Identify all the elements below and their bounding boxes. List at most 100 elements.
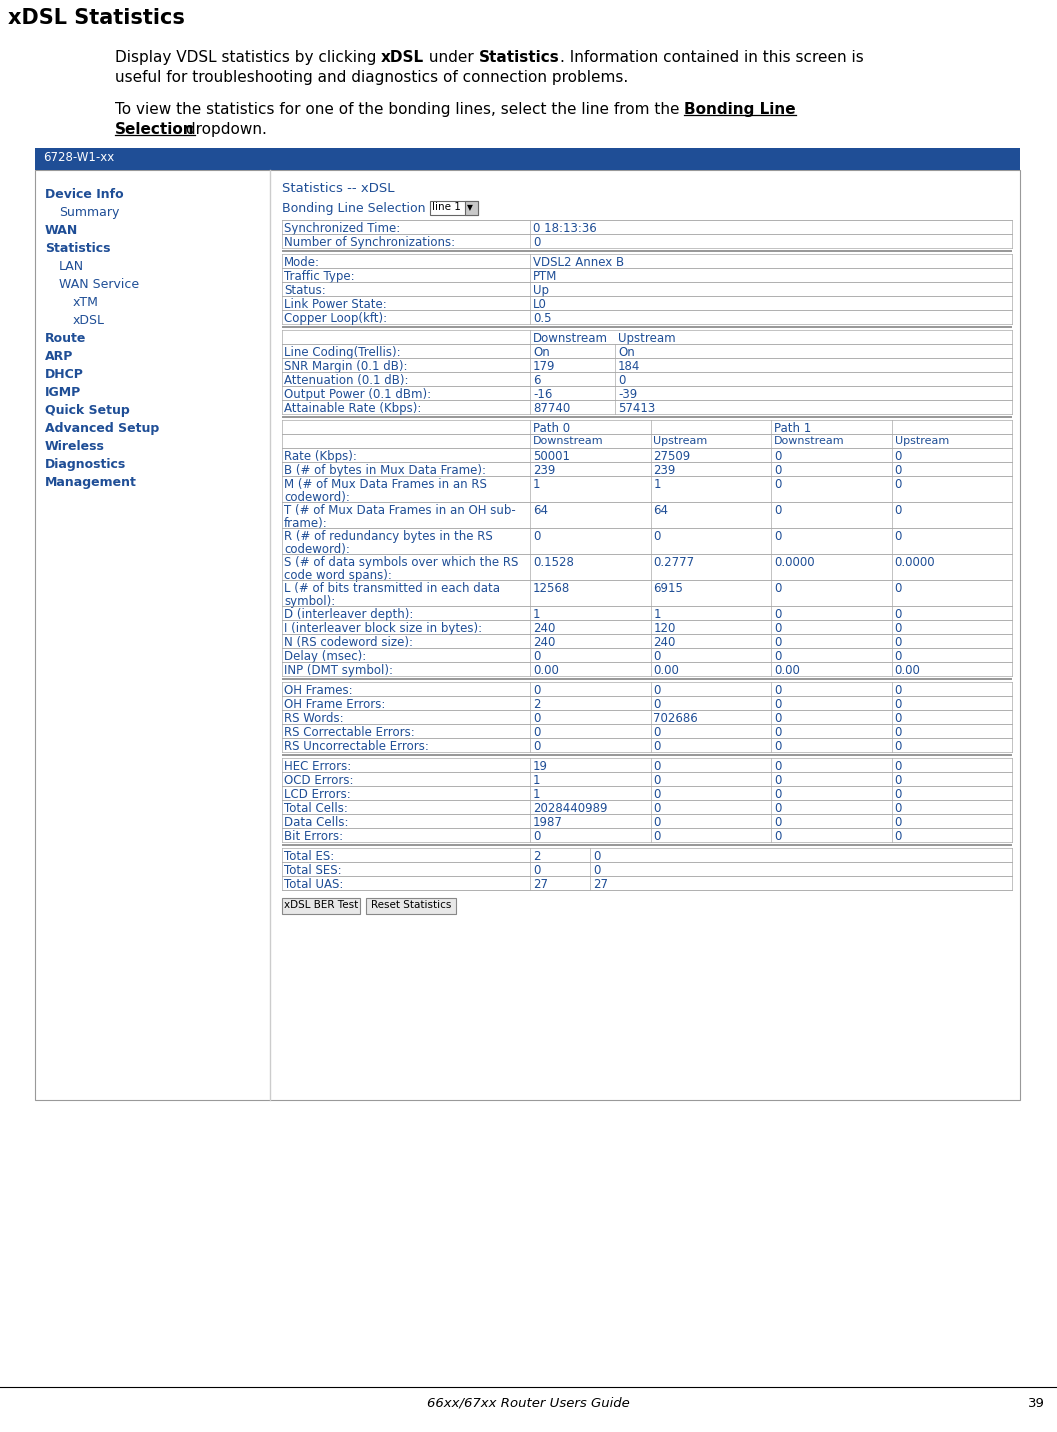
Bar bbox=[282, 677, 1012, 680]
Text: On: On bbox=[618, 347, 635, 359]
Text: 19: 19 bbox=[533, 760, 548, 773]
Text: xDSL Statistics: xDSL Statistics bbox=[8, 9, 185, 29]
Text: 0: 0 bbox=[774, 831, 781, 843]
Text: OH Frame Errors:: OH Frame Errors: bbox=[284, 697, 386, 712]
Text: 184: 184 bbox=[618, 359, 641, 372]
Text: 0.0000: 0.0000 bbox=[774, 556, 815, 569]
Text: 0: 0 bbox=[894, 621, 902, 634]
Text: 0: 0 bbox=[774, 621, 781, 634]
Text: 27: 27 bbox=[533, 878, 548, 891]
Text: 0: 0 bbox=[774, 450, 781, 463]
Text: OH Frames:: OH Frames: bbox=[284, 684, 353, 697]
Text: 1: 1 bbox=[533, 775, 540, 788]
Text: 64: 64 bbox=[653, 504, 668, 517]
Text: 0: 0 bbox=[653, 775, 661, 788]
Text: 0: 0 bbox=[894, 684, 902, 697]
Text: 0: 0 bbox=[894, 788, 902, 800]
Text: Synchronized Time:: Synchronized Time: bbox=[284, 222, 401, 235]
Text: 50001: 50001 bbox=[533, 450, 570, 463]
Text: Path 1: Path 1 bbox=[774, 422, 812, 435]
Text: VDSL2 Annex B: VDSL2 Annex B bbox=[533, 256, 624, 269]
Text: 0.00: 0.00 bbox=[653, 664, 680, 677]
Text: INP (DMT symbol):: INP (DMT symbol): bbox=[284, 664, 393, 677]
Text: 0: 0 bbox=[774, 775, 781, 788]
Text: 0: 0 bbox=[533, 863, 540, 876]
Text: 239: 239 bbox=[533, 464, 555, 477]
Text: RS Words:: RS Words: bbox=[284, 712, 344, 725]
Text: Selection: Selection bbox=[115, 200, 194, 215]
Text: Data Cells:: Data Cells: bbox=[284, 816, 349, 829]
Text: 0.00: 0.00 bbox=[894, 664, 921, 677]
Text: Total ES:: Total ES: bbox=[284, 851, 334, 863]
Text: 0: 0 bbox=[533, 726, 540, 739]
Text: 1987: 1987 bbox=[533, 816, 563, 829]
Text: 0: 0 bbox=[894, 802, 902, 815]
Text: Path 0: Path 0 bbox=[533, 422, 570, 435]
Text: 39: 39 bbox=[1028, 1398, 1045, 1411]
Text: Quick Setup: Quick Setup bbox=[45, 404, 130, 417]
Text: 0: 0 bbox=[894, 831, 902, 843]
Bar bbox=[282, 898, 360, 914]
Text: Up: Up bbox=[533, 284, 549, 296]
Text: 0: 0 bbox=[894, 636, 902, 649]
Text: 0: 0 bbox=[894, 609, 902, 621]
Text: L0: L0 bbox=[533, 298, 546, 311]
Text: 0: 0 bbox=[774, 478, 781, 491]
Bar bbox=[282, 251, 1012, 252]
Text: To view the statistics for one of the bonding lines, select the line from the: To view the statistics for one of the bo… bbox=[115, 102, 684, 117]
Text: 0: 0 bbox=[774, 816, 781, 829]
Text: RS Uncorrectable Errors:: RS Uncorrectable Errors: bbox=[284, 740, 429, 753]
Text: 66xx/67xx Router Users Guide: 66xx/67xx Router Users Guide bbox=[427, 1398, 629, 1411]
Text: Selection: Selection bbox=[115, 122, 194, 137]
Text: 0: 0 bbox=[653, 802, 661, 815]
Text: 0: 0 bbox=[894, 697, 902, 712]
Text: 0: 0 bbox=[894, 504, 902, 517]
Text: 0: 0 bbox=[774, 636, 781, 649]
Text: codeword):: codeword): bbox=[284, 491, 350, 504]
Text: Statistics: Statistics bbox=[479, 50, 560, 64]
Text: 0: 0 bbox=[774, 650, 781, 663]
Text: Link Power State:: Link Power State: bbox=[284, 298, 387, 311]
Bar bbox=[35, 147, 1020, 170]
Text: 0: 0 bbox=[653, 816, 661, 829]
Text: 0: 0 bbox=[894, 740, 902, 753]
Text: Total SES:: Total SES: bbox=[284, 863, 341, 876]
Text: Attenuation (0.1 dB):: Attenuation (0.1 dB): bbox=[284, 374, 408, 387]
Text: 702686: 702686 bbox=[653, 712, 699, 725]
Text: 0: 0 bbox=[533, 740, 540, 753]
Text: 0: 0 bbox=[653, 684, 661, 697]
Text: 87740: 87740 bbox=[533, 402, 570, 415]
Text: 0: 0 bbox=[533, 712, 540, 725]
Text: 0: 0 bbox=[774, 712, 781, 725]
Text: symbol):: symbol): bbox=[284, 596, 335, 609]
Text: Display VDSL statistics by clicking: Display VDSL statistics by clicking bbox=[115, 50, 382, 64]
Text: PTM: PTM bbox=[533, 271, 557, 284]
Text: Downstream: Downstream bbox=[533, 332, 608, 345]
Text: Bonding Line: Bonding Line bbox=[684, 102, 796, 117]
Text: 0: 0 bbox=[593, 863, 600, 876]
Text: Advanced Setup: Advanced Setup bbox=[45, 422, 160, 435]
Text: 0: 0 bbox=[774, 802, 781, 815]
Text: 0.5: 0.5 bbox=[533, 312, 552, 325]
Text: 0.00: 0.00 bbox=[533, 664, 559, 677]
Text: 6915: 6915 bbox=[653, 581, 684, 596]
Text: 2028440989: 2028440989 bbox=[533, 802, 608, 815]
Text: 0: 0 bbox=[774, 530, 781, 543]
Text: 1: 1 bbox=[653, 478, 661, 491]
Bar bbox=[282, 417, 1012, 418]
Text: 0: 0 bbox=[653, 697, 661, 712]
Text: On: On bbox=[533, 347, 550, 359]
Text: 0: 0 bbox=[653, 788, 661, 800]
Text: Mode:: Mode: bbox=[284, 256, 320, 269]
Text: 0: 0 bbox=[774, 788, 781, 800]
Text: 12568: 12568 bbox=[533, 581, 570, 596]
Text: OCD Errors:: OCD Errors: bbox=[284, 775, 353, 788]
Text: dropdown.: dropdown. bbox=[181, 122, 266, 137]
Bar bbox=[430, 200, 478, 215]
Text: under: under bbox=[424, 50, 479, 64]
Text: Device Info: Device Info bbox=[45, 188, 124, 200]
Text: Statistics -- xDSL: Statistics -- xDSL bbox=[282, 182, 394, 195]
Text: 0: 0 bbox=[894, 726, 902, 739]
Text: B (# of bytes in Mux Data Frame):: B (# of bytes in Mux Data Frame): bbox=[284, 464, 486, 477]
Text: 0.00: 0.00 bbox=[774, 664, 800, 677]
